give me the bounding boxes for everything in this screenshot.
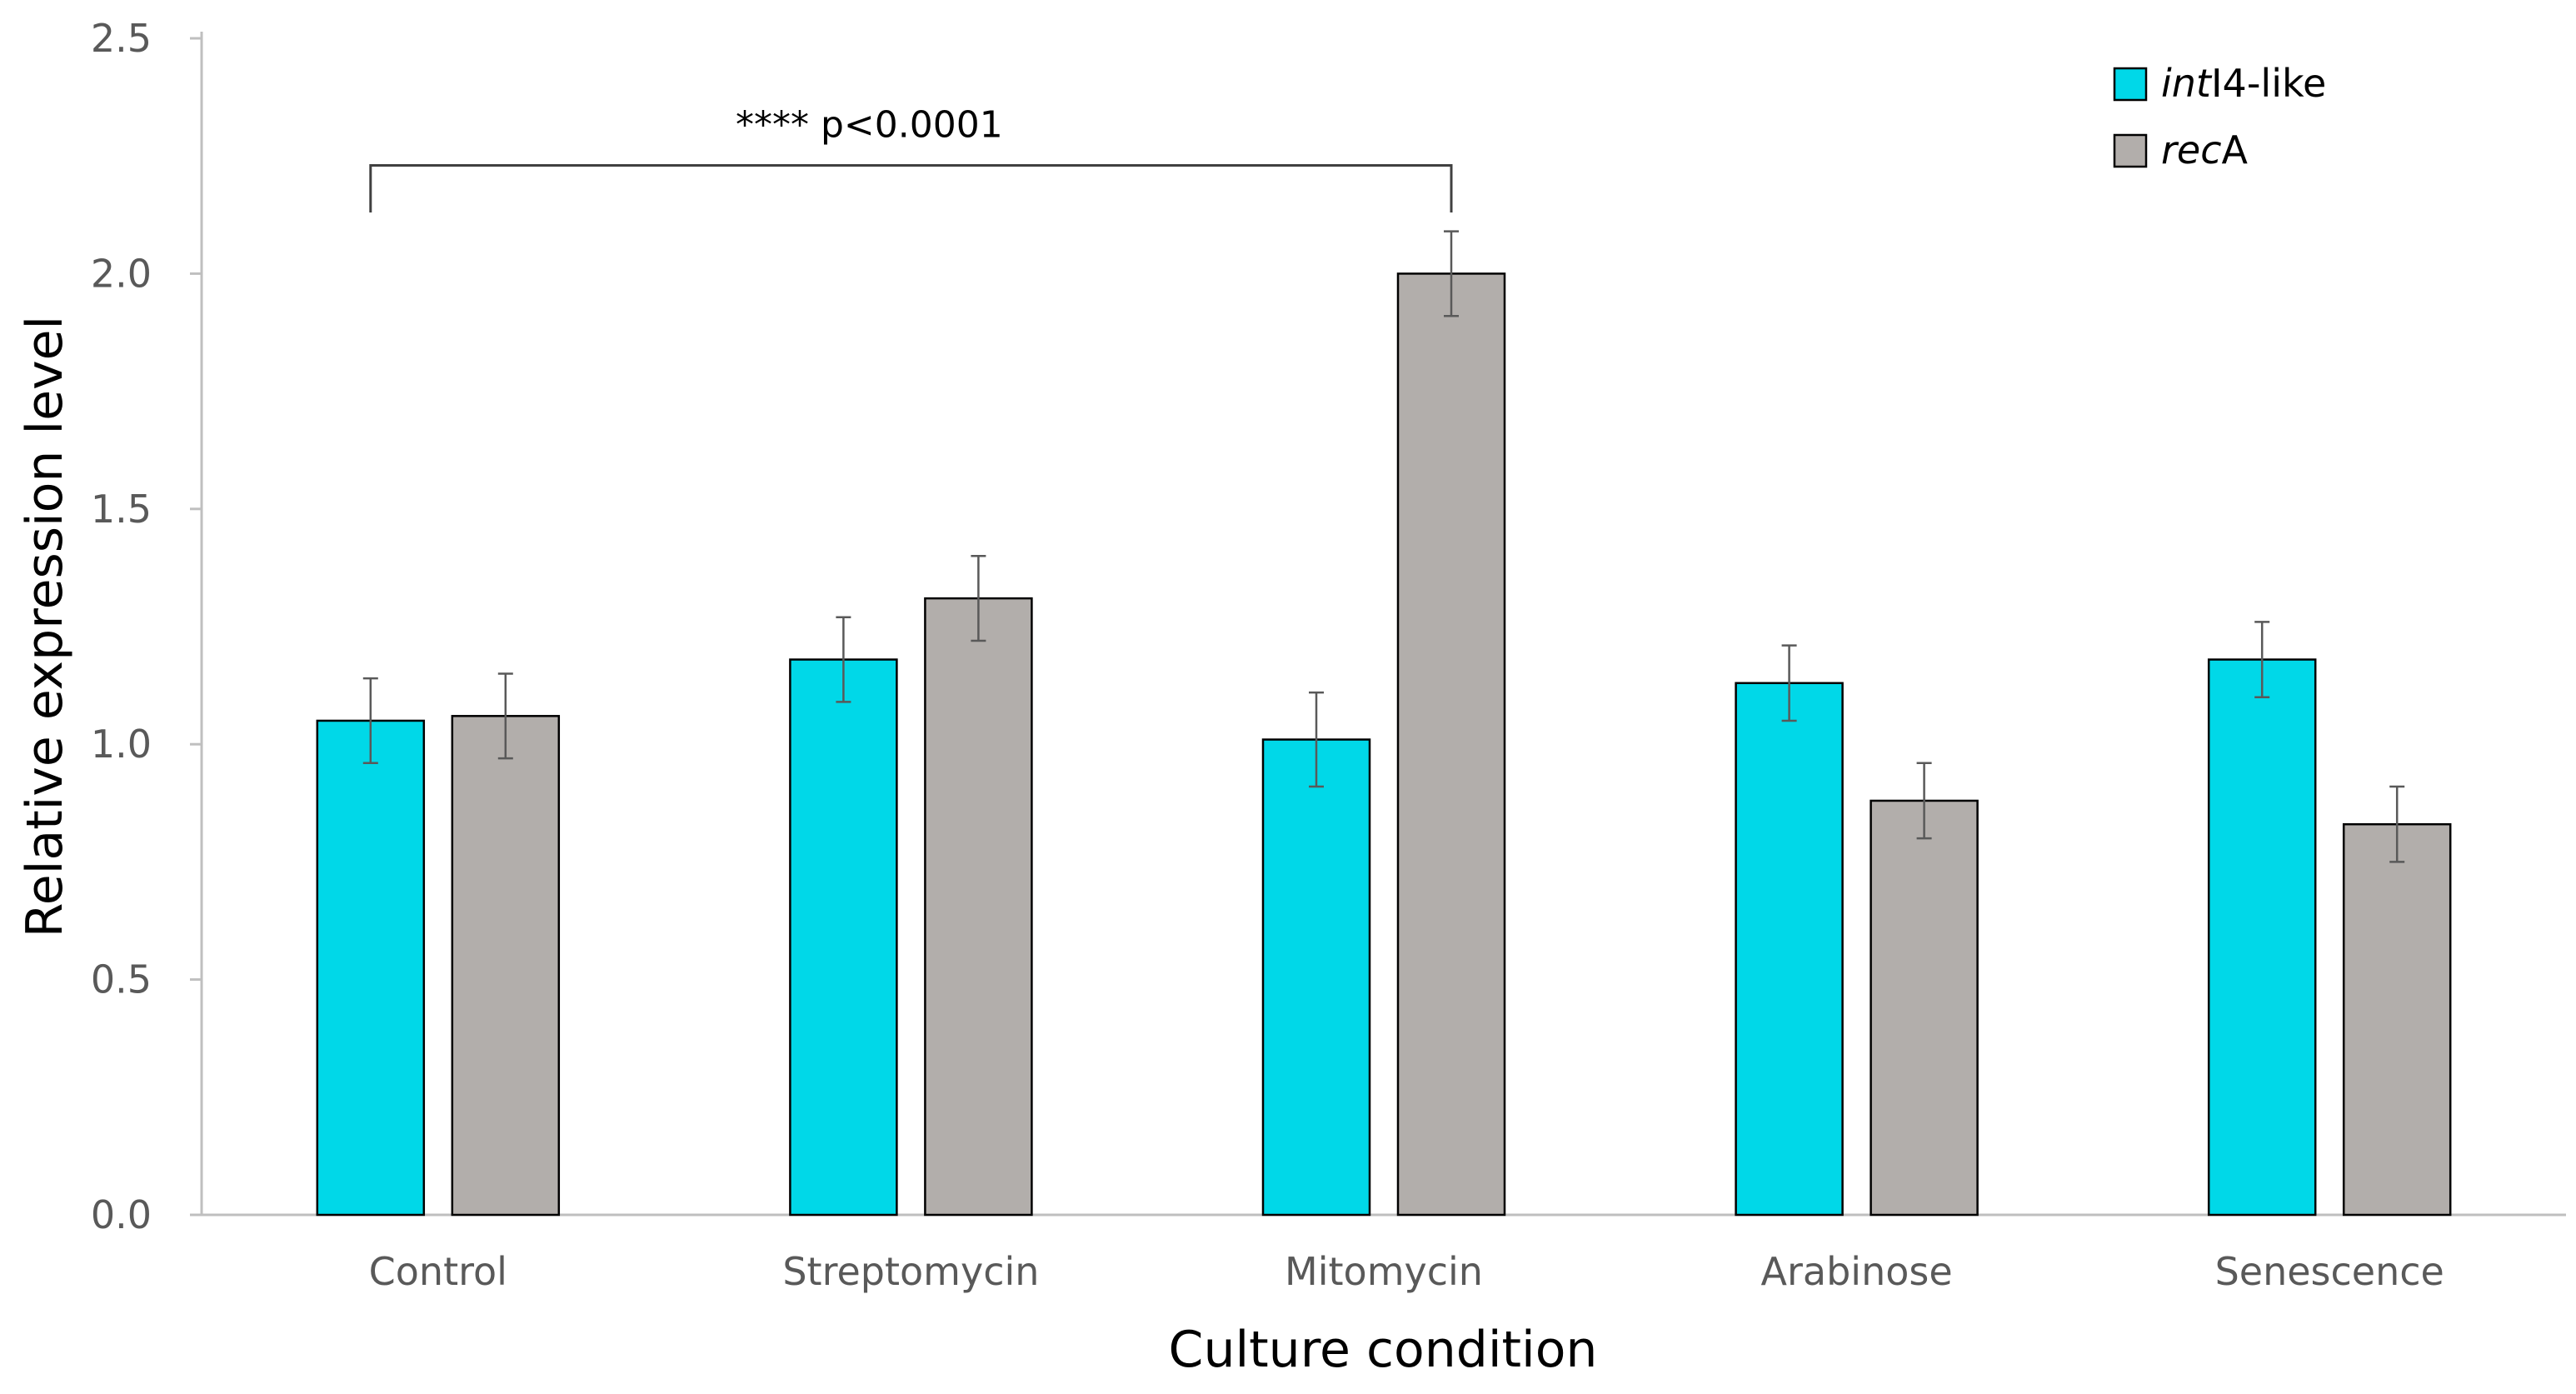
legend: intI4-like recA xyxy=(2113,61,2326,172)
error-bar-inti4-like-arabinose xyxy=(1781,644,1797,722)
bar-inti4-like-senescence xyxy=(2207,658,2317,1217)
error-bar-reca-arabinose xyxy=(1916,762,1932,840)
legend-label-reca-rest: A xyxy=(2222,127,2249,172)
bar-inti4-like-streptomycin xyxy=(789,658,898,1217)
y-tick-label: 1.0 xyxy=(91,722,152,767)
error-bar-inti4-like-control xyxy=(362,677,378,765)
legend-swatch-intl4-like xyxy=(2113,67,2148,102)
error-bar-reca-senescence xyxy=(2389,785,2405,863)
error-bar-inti4-like-mitomycin xyxy=(1309,691,1324,788)
y-axis-title: Relative expression level xyxy=(16,316,74,937)
legend-swatch-reca xyxy=(2113,133,2148,168)
y-tick-label: 0.5 xyxy=(91,957,152,1002)
error-bars-group xyxy=(362,230,2405,863)
legend-label-intl4-like-italic: int xyxy=(2161,61,2213,106)
x-tick-label-senescence: Senescence xyxy=(2215,1249,2444,1294)
significance-label: **** p<0.0001 xyxy=(736,103,1003,146)
legend-label-reca-italic: rec xyxy=(2161,127,2222,172)
y-tick-label: 2.0 xyxy=(91,251,152,296)
legend-label-intl4-like-rest: I4-like xyxy=(2211,61,2326,106)
bar-reca-control xyxy=(451,715,561,1217)
error-bar-inti4-like-senescence xyxy=(2254,621,2270,698)
error-bar-inti4-like-streptomycin xyxy=(836,616,851,703)
bar-inti4-like-control xyxy=(316,719,426,1217)
axes-group: 0.0 0.5 1.0 1.5 2.0 2.5 Control Streptomycin Mit… xyxy=(91,16,2566,1294)
x-tick-label-mitomycin: Mitomycin xyxy=(1285,1249,1483,1294)
y-tick-label: 2.5 xyxy=(91,16,152,61)
bar-reca-mitomycin xyxy=(1396,272,1506,1217)
bar-reca-streptomycin xyxy=(924,597,1033,1217)
bar-reca-senescence xyxy=(2342,822,2452,1217)
y-tick-label: 0.0 xyxy=(91,1192,152,1237)
legend-label-reca: recA xyxy=(2161,127,2249,172)
x-tick-label-arabinose: Arabinose xyxy=(1761,1249,1953,1294)
significance-annotation: **** p<0.0001 xyxy=(369,103,1453,212)
bar-inti4-like-arabinose xyxy=(1735,682,1844,1217)
y-tick-label: 1.5 xyxy=(91,487,152,532)
error-bar-reca-streptomycin xyxy=(971,555,986,642)
bars-group xyxy=(316,272,2452,1217)
error-bar-reca-mitomycin xyxy=(1444,230,1459,317)
bar-reca-arabinose xyxy=(1870,799,1979,1217)
x-tick-label-control: Control xyxy=(369,1249,507,1294)
legend-label-intl4-like: intI4-like xyxy=(2161,61,2326,106)
x-axis-title: Culture condition xyxy=(1169,1321,1598,1379)
error-bar-reca-control xyxy=(497,672,513,760)
bar-inti4-like-mitomycin xyxy=(1261,738,1371,1217)
significance-bracket xyxy=(369,163,1453,212)
x-tick-label-streptomycin: Streptomycin xyxy=(782,1249,1039,1294)
